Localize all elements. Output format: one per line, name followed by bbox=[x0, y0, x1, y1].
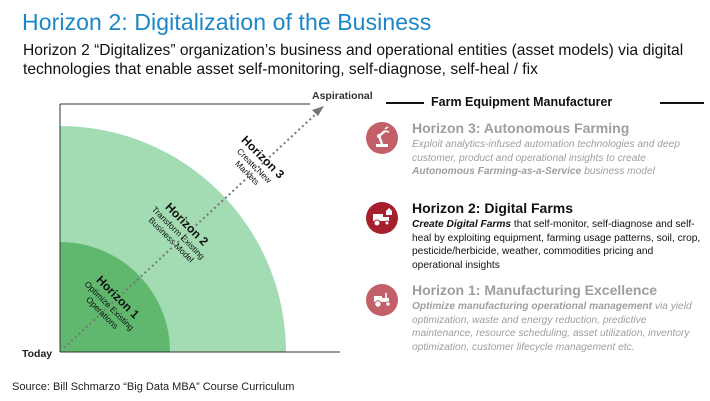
horizon2-desc-em: Create Digital Farms bbox=[412, 219, 512, 230]
axis-start-label: Today bbox=[22, 348, 53, 360]
horizon1-heading: Horizon 1: Manufacturing Excellence bbox=[412, 282, 658, 298]
panel-title-rule-right bbox=[660, 102, 704, 104]
horizon1-desc-post: via yield optimization, waste and energy… bbox=[412, 301, 692, 353]
tractor-farm-icon bbox=[366, 202, 398, 234]
axis-end-label: Aspirational bbox=[312, 90, 373, 102]
horizon3-desc-pre: Exploit analytics-infused automation tec… bbox=[412, 139, 680, 164]
panel-title-rule-left bbox=[386, 102, 424, 104]
horizon3-desc-post: business model bbox=[581, 166, 655, 178]
source-citation: Source: Bill Schmarzo “Big Data MBA” Cou… bbox=[12, 381, 295, 393]
horizon3-description: Exploit analytics-infused automation tec… bbox=[412, 138, 706, 179]
horizon2-heading: Horizon 2: Digital Farms bbox=[412, 200, 574, 216]
horizon1-area bbox=[60, 242, 170, 352]
arrow-head bbox=[312, 106, 324, 116]
panel-title-text: Farm Equipment Manufacturer bbox=[431, 95, 613, 109]
horizon1-description: Optimize manufacturing operational manag… bbox=[412, 300, 706, 354]
horizon2-description: Create Digital Farms that self-monitor, … bbox=[412, 218, 706, 272]
horizon3-label-group: Horizon 3 Create New Markets bbox=[233, 133, 287, 187]
horizon3-desc-em: Autonomous Farming-as-a-Service bbox=[412, 166, 582, 178]
horizon1-desc-em: Optimize manufacturing operational manag… bbox=[412, 301, 653, 312]
tractor-icon bbox=[366, 284, 398, 316]
page-subtitle: Horizon 2 “Digitalizes” organization’s b… bbox=[23, 42, 684, 78]
horizon2-desc-post: that self-monitor, self-diagnose and sel… bbox=[412, 219, 701, 271]
horizon3-heading: Horizon 3: Autonomous Farming bbox=[412, 120, 630, 136]
robot-arm-icon bbox=[366, 122, 398, 154]
page-title: Horizon 2: Digitalization of the Busines… bbox=[22, 9, 432, 35]
